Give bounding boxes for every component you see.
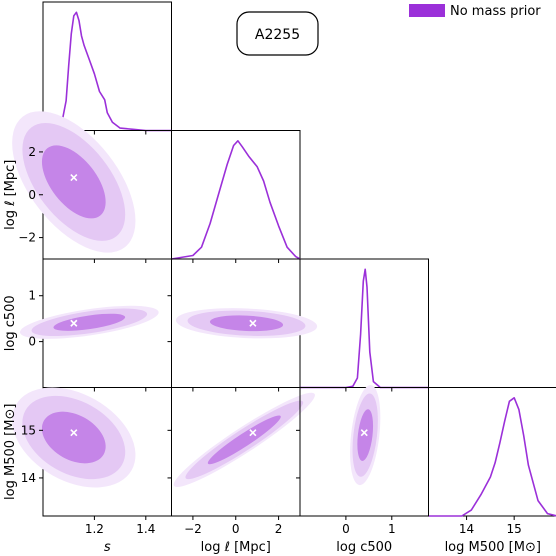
legend: No mass prior [409, 4, 541, 19]
marginal-curve-s [55, 11, 172, 132]
contour-level [209, 315, 284, 332]
best-fit-marker [70, 429, 78, 437]
legend-swatch [409, 4, 445, 17]
contours-log_c500-log_M500 [350, 385, 381, 486]
best-fit-marker [70, 174, 78, 182]
x-tick-label: 2 [275, 522, 283, 536]
x-axis-label-1: log ℓ [Mpc] [201, 540, 271, 555]
y-tick-label: 0 [28, 188, 36, 202]
best-fit-marker [249, 429, 257, 437]
contours-s-log_M500 [12, 387, 136, 488]
marginal-curve-log_ell [171, 140, 301, 260]
annotation-text: A2255 [255, 27, 300, 43]
annotation-box: A2255 [236, 11, 319, 56]
contour-level [41, 145, 106, 219]
y-axis-label-2: log c500 [3, 295, 18, 351]
x-tick-label: 14 [459, 522, 474, 536]
y-tick-label: 15 [21, 423, 36, 437]
contours-log_ell-log_c500 [175, 308, 318, 339]
panel-frame-log_c500-log_M500 [299, 387, 429, 517]
x-axis-label-2: log c500 [336, 540, 392, 555]
best-fit-marker [360, 429, 368, 437]
x-tick-label: −2 [184, 522, 202, 536]
x-axis-label-0: s [104, 540, 111, 555]
y-tick-label: 0 [28, 335, 36, 349]
x-tick-label: 15 [507, 522, 522, 536]
contours-log_ell-log_M500 [173, 392, 315, 488]
x-tick-label: 1.4 [136, 522, 155, 536]
x-tick-label: 0 [342, 522, 350, 536]
y-tick-label: 14 [21, 471, 36, 485]
marginal-curve-log_c500 [300, 268, 429, 389]
marginal-curve-log_M500 [428, 397, 556, 517]
best-fit-marker [70, 319, 78, 327]
contour-level [357, 409, 374, 461]
x-axis-label-3: log M500 [M⊙] [445, 540, 541, 555]
x-tick-label: 0 [232, 522, 240, 536]
contours-s-log_c500 [19, 305, 159, 339]
x-tick-label: 1 [388, 522, 396, 536]
y-axis-label-1: log ℓ [Mpc] [3, 160, 18, 230]
contour-level [207, 415, 281, 465]
panel-frame-diag-log_ell [171, 130, 301, 260]
annotation-box-frame [236, 11, 319, 56]
y-axis-label-3: log M500 [M⊙] [3, 404, 18, 500]
best-fit-marker [249, 319, 257, 327]
y-tick-label: 1 [28, 289, 36, 303]
y-tick-label: 2 [28, 145, 36, 159]
x-tick-label: 1.2 [85, 522, 104, 536]
contour-level [41, 411, 106, 464]
legend-label: No mass prior [450, 4, 541, 19]
contours-s-log_ell [12, 111, 136, 253]
y-tick-label: −2 [18, 231, 36, 245]
